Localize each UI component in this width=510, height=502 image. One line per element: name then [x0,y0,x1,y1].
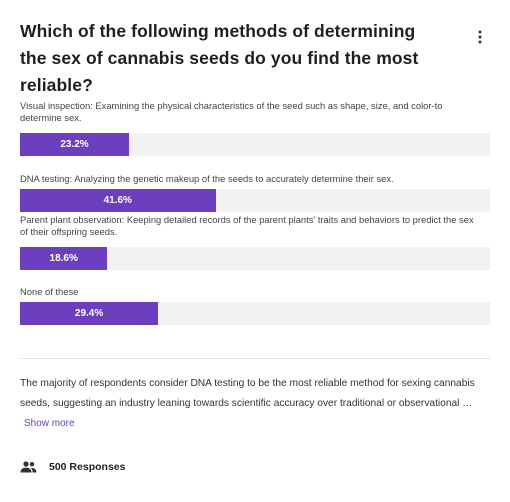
option-label: None of these [20,286,79,297]
result-bar-track: 23.2% [20,133,490,156]
result-bar-fill: 41.6% [20,189,216,212]
responses-count: 500 Responses [20,461,125,473]
people-icon [20,461,37,473]
poll-option[interactable]: DNA testing: Analyzing the genetic makeu… [20,173,490,212]
option-label: Visual inspection: Examining the physica… [20,100,443,123]
poll-option[interactable]: Parent plant observation: Keeping detail… [20,214,490,270]
result-bar-fill: 18.6% [20,247,108,270]
percent-label: 23.2% [60,139,89,150]
more-vertical-icon [478,30,482,44]
poll-question: Which of the following methods of determ… [20,21,419,95]
result-bar-track: 41.6% [20,189,490,212]
result-bar-fill: 23.2% [20,133,130,156]
percent-label: 18.6% [49,253,78,264]
percent-label: 41.6% [103,195,132,206]
divider [20,358,490,359]
percent-label: 29.4% [74,308,104,319]
result-bar-fill: 29.4% [20,302,159,325]
poll-option[interactable]: Visual inspection: Examining the physica… [20,100,490,156]
show-more-link[interactable]: Show more [24,418,75,429]
result-bar-track: 29.4% [20,302,490,325]
option-label: DNA testing: Analyzing the genetic makeu… [20,173,394,184]
responses-label: 500 Responses [49,461,126,473]
poll-option[interactable]: None of these 29.4% [20,286,490,325]
option-label: Parent plant observation: Keeping detail… [20,214,474,237]
more-options-button[interactable] [470,27,490,47]
result-bar-track: 18.6% [20,247,490,270]
poll-summary: The majority of respondents consider DNA… [20,378,475,409]
